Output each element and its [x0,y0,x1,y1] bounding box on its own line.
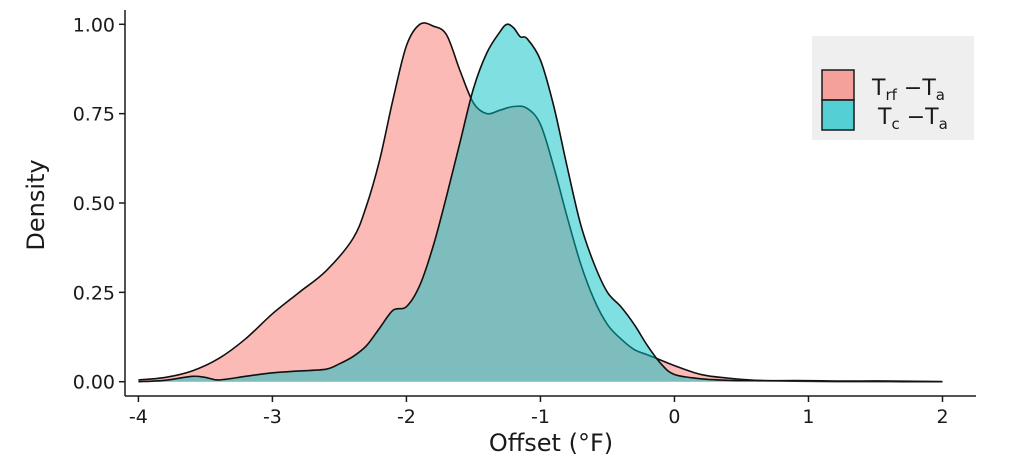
x-tick-label: -4 [129,406,148,428]
x-tick-label: -3 [263,406,282,428]
legend: Trf −Ta Tc −Ta [812,36,974,140]
density-area-tc [138,24,943,382]
y-ticks: 0.00 0.25 0.50 0.75 1.00 [73,14,125,394]
axes: -4 -3 -2 -1 0 1 2 0.00 0.25 0.50 0.75 1.00 [73,10,976,428]
legend-key-trf [821,69,855,101]
x-tick-label: 1 [802,406,814,428]
legend-key-tc [821,99,855,131]
x-axis-title: Offset (°F) [489,429,613,457]
y-tick-label: 0.50 [73,193,115,215]
y-tick-label: 0.75 [73,104,115,126]
y-tick-label: 1.00 [73,14,115,36]
x-tick-label: 2 [936,406,948,428]
legend-item-trf: Trf −Ta [821,69,945,104]
x-tick-label: -2 [397,406,416,428]
density-areas [138,22,943,383]
x-tick-label: 0 [668,406,680,428]
x-tick-label: -1 [531,406,550,428]
y-tick-label: 0.00 [73,372,115,394]
density-line-tc [138,23,943,383]
legend-label-tc: Tc −Ta [877,105,948,133]
x-ticks: -4 -3 -2 -1 0 1 2 [129,396,949,428]
y-tick-label: 0.25 [73,282,115,304]
legend-item-tc: Tc −Ta [821,99,948,133]
legend-label-trf: Trf −Ta [871,76,945,104]
y-axis-title: Density [22,159,50,250]
